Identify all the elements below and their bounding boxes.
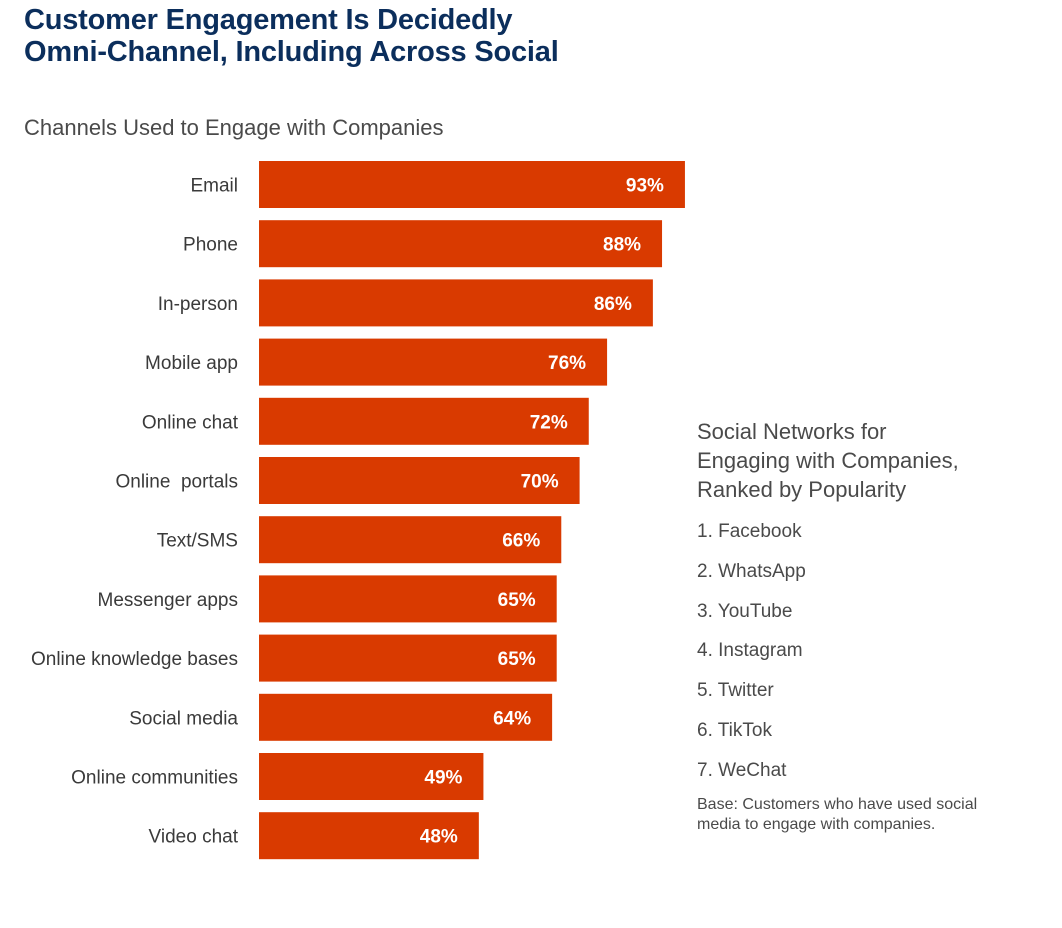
bar	[259, 279, 653, 327]
heading-line-3: Ranked by Popularity	[697, 477, 907, 502]
value-label: 88%	[603, 235, 641, 256]
base-note-line-2: media to engage with companies.	[697, 815, 936, 833]
bar	[259, 516, 562, 564]
ranked-item: 6. TikTok	[697, 719, 772, 741]
category-label: Text/SMS	[157, 531, 238, 552]
bar	[259, 575, 557, 623]
value-label: 65%	[498, 649, 536, 670]
category-label: Mobile app	[145, 353, 238, 374]
value-label: 64%	[493, 708, 531, 729]
base-note: Base: Customers who have used social med…	[697, 795, 1037, 835]
chart-subtitle: Channels Used to Engage with Companies	[24, 115, 444, 140]
bar	[259, 693, 553, 741]
category-label: Messenger apps	[98, 590, 238, 611]
title-line-2: Omni-Channel, Including Across Social	[24, 36, 559, 68]
heading-line-1: Social Networks for	[697, 419, 887, 444]
base-note-line-1: Base: Customers who have used social	[697, 795, 978, 813]
bar-chart: Email 93% Phone 88% In-person 86% Mobile app 76…	[31, 161, 685, 860]
category-label: Social media	[129, 708, 238, 729]
category-label: In-person	[158, 294, 238, 315]
social-networks-ranking: 1. Facebook 2. WhatsApp 3. YouTube 4. In…	[697, 518, 1037, 797]
category-label: Video chat	[149, 827, 239, 848]
category-label: Online communities	[71, 768, 238, 789]
value-label: 49%	[424, 768, 462, 789]
category-label: Email	[190, 176, 238, 197]
category-label: Online portals	[115, 472, 238, 493]
value-label: 72%	[530, 412, 568, 433]
value-label: 65%	[498, 590, 536, 611]
category-label: Phone	[183, 235, 238, 256]
ranked-item: 2. WhatsApp	[697, 560, 806, 582]
social-networks-panel: Social Networks for Engaging with Compan…	[697, 417, 1037, 835]
social-networks-heading: Social Networks for Engaging with Compan…	[697, 417, 1037, 504]
value-label: 66%	[502, 531, 540, 552]
heading-line-2: Engaging with Companies,	[697, 448, 959, 473]
bar	[259, 220, 663, 268]
value-label: 86%	[594, 294, 632, 315]
ranked-item: 4. Instagram	[697, 640, 803, 662]
bar	[259, 161, 685, 208]
value-label: 48%	[420, 827, 458, 848]
bar	[259, 812, 479, 860]
value-label: 93%	[626, 176, 664, 197]
ranked-item: 1. Facebook	[697, 521, 802, 542]
ranked-item: 5. Twitter	[697, 680, 774, 702]
bar	[259, 397, 589, 445]
category-label: Online chat	[142, 412, 239, 433]
bar	[259, 634, 557, 682]
chart-title: Customer Engagement Is Decidedly Omni-Ch…	[24, 4, 559, 68]
category-label: Online knowledge bases	[31, 649, 238, 670]
ranked-item: 3. YouTube	[697, 600, 793, 622]
ranked-item: 7. WeChat	[697, 759, 787, 781]
bar	[259, 753, 484, 800]
value-label: 76%	[548, 353, 586, 374]
value-label: 70%	[521, 472, 559, 493]
title-line-1: Customer Engagement Is Decidedly	[24, 4, 513, 36]
bar	[259, 338, 608, 386]
bar	[259, 457, 580, 504]
